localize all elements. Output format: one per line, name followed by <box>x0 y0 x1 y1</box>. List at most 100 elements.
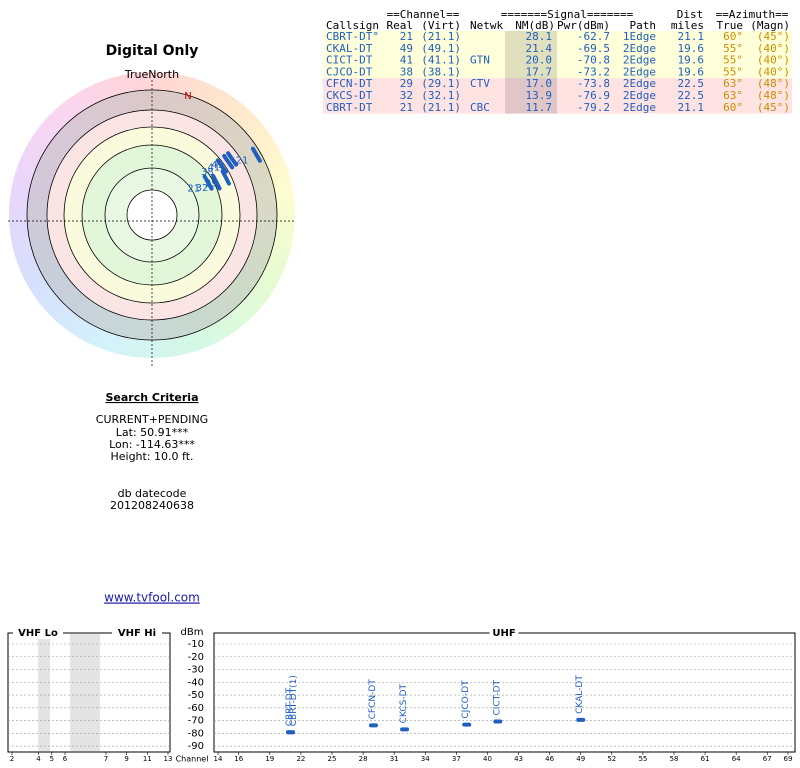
table-cell: -79.2 <box>577 101 610 114</box>
signal-label: 21 <box>236 156 249 167</box>
datecode-label: db datecode <box>118 487 187 500</box>
table-cell: 21 <box>400 101 413 114</box>
table-cell: (21.1) <box>421 30 461 43</box>
x-tick-label: 13 <box>164 755 173 763</box>
table-cell: 60° <box>723 101 743 114</box>
polar-rings <box>8 80 296 366</box>
row-background <box>323 90 792 102</box>
table-cell: (49.1) <box>421 42 461 55</box>
signal-label: CKAL-DT <box>575 675 585 714</box>
x-tick-label: 22 <box>296 755 305 763</box>
table-cell: 21 <box>400 30 413 43</box>
x-tick-label: 49 <box>576 755 585 763</box>
table-cell: 21.4 <box>526 42 553 55</box>
table-cell: 17.0 <box>526 77 553 90</box>
column-header: (Magn) <box>750 19 790 32</box>
nm-column-band <box>505 31 557 114</box>
signal-marker <box>368 723 378 728</box>
table-cell: (41.1) <box>421 54 461 67</box>
x-tick-label: 61 <box>701 755 710 763</box>
x-tick-label: 25 <box>328 755 337 763</box>
y-axis-label: dBm <box>181 627 204 638</box>
signal-marker <box>400 727 410 732</box>
table-cell: 19.6 <box>678 65 705 78</box>
signal-label: 41 <box>207 163 220 174</box>
table-cell: 2Edge <box>623 101 656 114</box>
x-tick-label: 31 <box>390 755 399 763</box>
table-cell: 60° <box>723 30 743 43</box>
y-tick-label: -40 <box>188 677 204 688</box>
table-cell: (48°) <box>757 77 790 90</box>
table-cell: 22.5 <box>678 77 705 90</box>
table-cell: GTN <box>470 54 490 67</box>
column-header: Callsign <box>326 19 379 32</box>
x-tick-label: 67 <box>763 755 772 763</box>
signal-label: 49 <box>211 160 224 171</box>
table-cell: -70.8 <box>577 54 610 67</box>
panel-title-bg <box>13 627 63 639</box>
x-tick-label: 7 <box>104 755 108 763</box>
table-cell: -73.2 <box>577 65 610 78</box>
table-cell: 19.6 <box>678 54 705 67</box>
datecode: 201208240638 <box>110 499 194 512</box>
y-tick-label: -10 <box>188 639 204 650</box>
table-cell: 2Edge <box>623 77 656 90</box>
column-header: Path <box>630 19 657 32</box>
table-cell: CJCO-DT <box>326 65 373 78</box>
table-cell: (40°) <box>757 54 790 67</box>
table-cell: 22.5 <box>678 89 705 102</box>
table-cell: -69.5 <box>577 42 610 55</box>
column-header: True <box>717 19 744 32</box>
table-cell: (45°) <box>757 30 790 43</box>
table-cell: 17.7 <box>526 65 553 78</box>
panel-title: VHF Lo <box>18 628 58 639</box>
x-tick-label: 43 <box>514 755 523 763</box>
group-header: Dist <box>677 8 704 21</box>
table-cell: (48°) <box>757 89 790 102</box>
table-cell: -62.7 <box>577 30 610 43</box>
signal-marker <box>576 717 586 722</box>
search-criteria: Search Criteria CURRENT+PENDING Lat: 50.… <box>96 391 208 512</box>
x-tick-label: 55 <box>638 755 647 763</box>
table-cell: 29 <box>400 77 413 90</box>
x-tick-label: 58 <box>670 755 679 763</box>
site-link[interactable]: www.tvfool.com <box>104 591 200 605</box>
signal-label: 21 <box>187 184 200 195</box>
x-tick-label: 14 <box>214 755 223 763</box>
table-cell: (32.1) <box>421 89 461 102</box>
table-cell: 38 <box>400 65 413 78</box>
x-tick-label: 9 <box>124 755 128 763</box>
x-tick-label: 6 <box>63 755 68 763</box>
x-tick-label: 5 <box>50 755 54 763</box>
table-cell: 19.6 <box>678 42 705 55</box>
y-tick-label: -30 <box>188 665 204 676</box>
table-cell: 2Edge <box>623 89 656 102</box>
x-tick-label: 16 <box>234 755 243 763</box>
signal-label: CFCN-DT <box>368 679 378 720</box>
signal-mark <box>250 146 262 163</box>
signal-marker <box>493 719 503 724</box>
table-cell: 11.7 <box>526 101 553 114</box>
table-cell: (40°) <box>757 65 790 78</box>
column-header: Real <box>387 19 414 32</box>
x-tick-label: 46 <box>545 755 554 763</box>
row-background <box>323 78 792 90</box>
search-heading: Search Criteria <box>105 391 198 404</box>
table-cell: -76.9 <box>577 89 610 102</box>
panel-title-bg <box>112 627 162 639</box>
signal-label: 29 <box>205 178 218 189</box>
signal-marker <box>462 722 472 727</box>
table-cell: (38.1) <box>421 65 461 78</box>
table-cell: 21.1 <box>678 30 705 43</box>
x-tick-label: 34 <box>421 755 430 763</box>
table-cell: -73.8 <box>577 77 610 90</box>
x-axis-label: Channel <box>176 755 209 764</box>
north-marker: N <box>184 91 191 102</box>
signal-label: CBRT-DT <box>285 687 295 726</box>
table-cell: 63° <box>723 89 743 102</box>
x-tick-label: 19 <box>265 755 274 763</box>
y-tick-label: -80 <box>188 728 204 739</box>
